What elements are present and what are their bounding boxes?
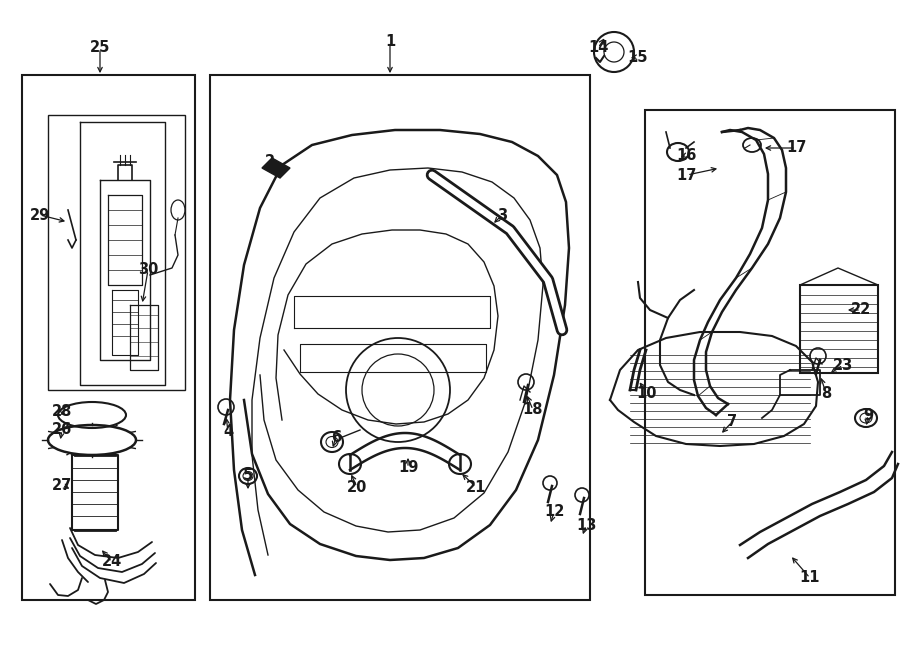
Text: 16: 16: [677, 147, 698, 163]
Text: 3: 3: [497, 208, 507, 223]
Text: 29: 29: [30, 208, 50, 223]
Bar: [800, 285, 878, 373]
Text: 26: 26: [52, 422, 72, 438]
Text: 27: 27: [52, 477, 72, 492]
Text: 10: 10: [637, 385, 657, 401]
Text: 15: 15: [628, 50, 648, 65]
Bar: [48, 115, 185, 390]
Text: 30: 30: [138, 262, 158, 278]
Text: 24: 24: [102, 555, 122, 570]
Text: 21: 21: [466, 479, 486, 494]
Text: 8: 8: [821, 385, 831, 401]
Text: 2: 2: [265, 155, 275, 169]
Text: 20: 20: [346, 479, 367, 494]
Polygon shape: [262, 158, 290, 178]
Text: 23: 23: [832, 358, 853, 373]
Bar: [22, 75, 195, 600]
Text: 17: 17: [786, 141, 806, 155]
Text: 13: 13: [576, 518, 596, 533]
Bar: [210, 75, 590, 600]
Text: 5: 5: [243, 469, 253, 483]
Text: 9: 9: [863, 407, 873, 422]
Text: 18: 18: [523, 403, 544, 418]
Text: 19: 19: [398, 461, 418, 475]
Bar: [645, 110, 895, 595]
Text: 6: 6: [331, 430, 341, 444]
Text: 11: 11: [800, 570, 820, 586]
Text: 12: 12: [544, 504, 564, 520]
Text: 17: 17: [677, 167, 698, 182]
Text: 28: 28: [52, 403, 72, 418]
Text: 22: 22: [850, 303, 871, 317]
Text: 4: 4: [223, 424, 233, 440]
Text: 25: 25: [90, 40, 110, 56]
Text: 7: 7: [727, 414, 737, 430]
Text: 14: 14: [588, 40, 608, 56]
Text: 1: 1: [385, 34, 395, 50]
